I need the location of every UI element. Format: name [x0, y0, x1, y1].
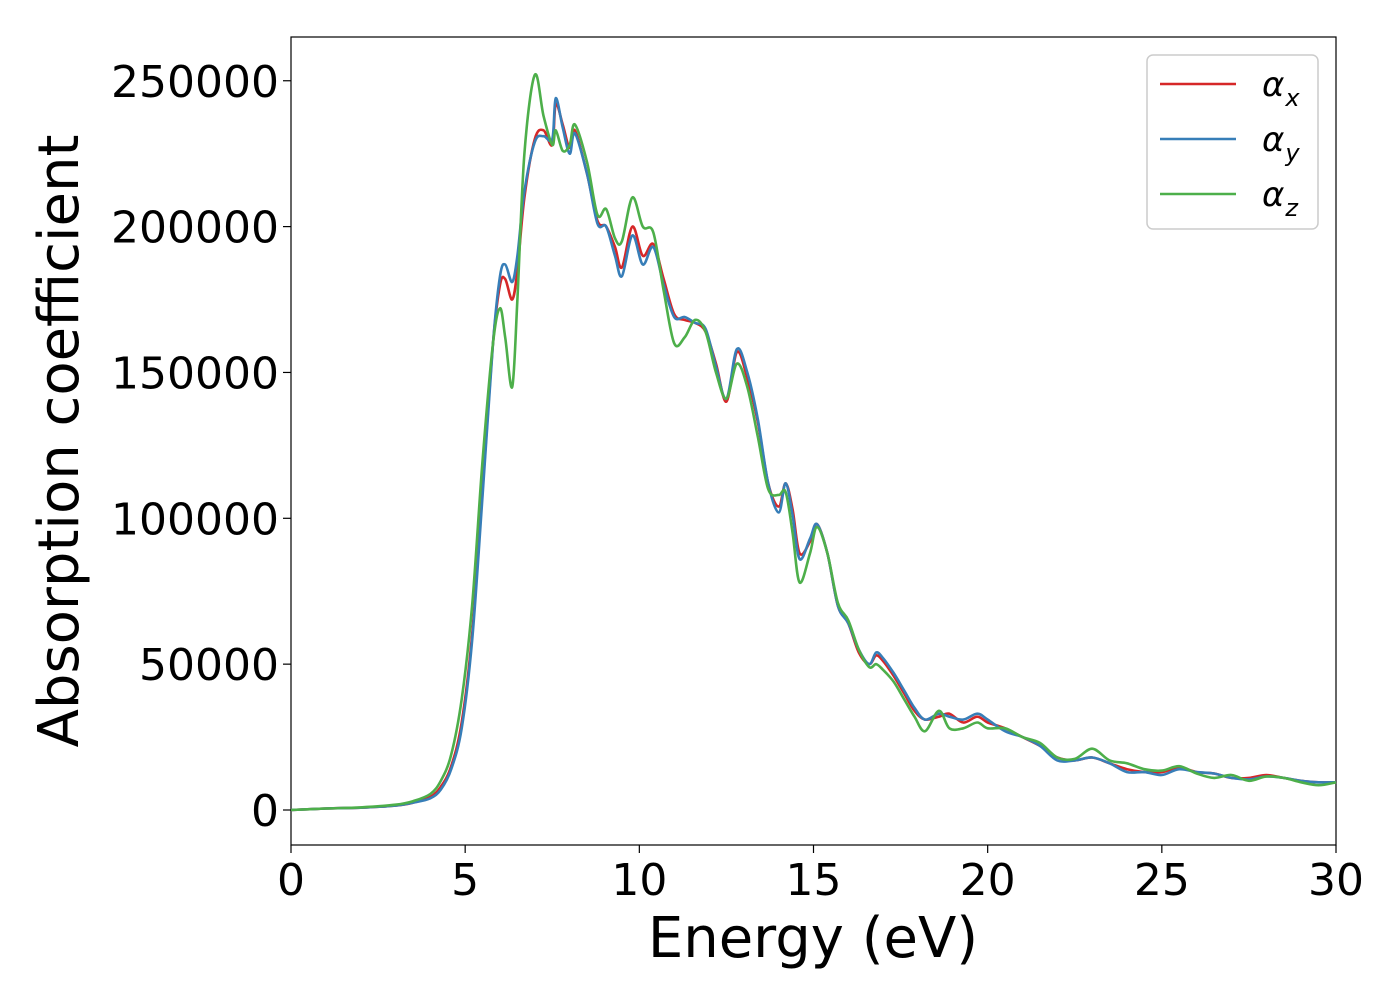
x-tick-label: 10: [611, 855, 667, 906]
y-tick-label: 50000: [139, 640, 279, 691]
y-tick-label: 150000: [111, 348, 279, 399]
y-tick-label: 100000: [111, 494, 279, 545]
series-line-y: [290, 96, 1337, 812]
series-line-z: [290, 73, 1337, 812]
legend: αx αy αz: [1146, 54, 1319, 230]
x-tick-label: 5: [451, 855, 479, 906]
x-tick-label: 25: [1134, 855, 1190, 906]
y-axis-label: Absorption coefficient: [27, 135, 92, 748]
x-tick-label: 20: [960, 855, 1016, 906]
y-tick-label: 250000: [111, 57, 279, 108]
y-ticks: 0 50000 100000 150000 200000 250000: [111, 57, 291, 837]
x-ticks: 0 5 10 15 20 25 30: [277, 845, 1364, 906]
legend-box: [1146, 54, 1319, 230]
y-tick-label: 0: [251, 786, 279, 837]
series-layer: [290, 73, 1337, 812]
x-tick-label: 0: [277, 855, 305, 906]
x-axis-label: Energy (eV): [648, 906, 978, 971]
legend-label-x: αx: [1262, 65, 1300, 112]
legend-label-z: αz: [1262, 175, 1299, 222]
y-tick-label: 200000: [111, 203, 279, 254]
x-tick-label: 30: [1308, 855, 1364, 906]
legend-label-y: αy: [1262, 120, 1300, 167]
x-tick-label: 15: [786, 855, 842, 906]
